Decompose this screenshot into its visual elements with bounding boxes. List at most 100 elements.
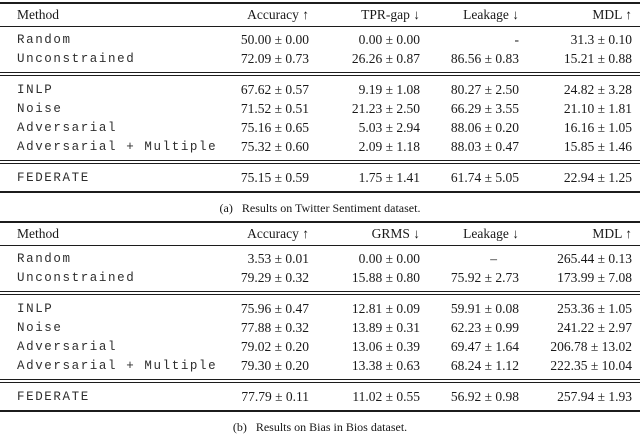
method-cell: INLP bbox=[17, 82, 54, 97]
method-cell: Noise bbox=[17, 320, 63, 335]
method-cell: Unconstrained bbox=[17, 51, 136, 66]
value-cell: 75.15 ± 0.59 bbox=[240, 169, 309, 185]
table-row: Unconstrained 79.29 ± 0.32 15.88 ± 0.80 75.… bbox=[0, 268, 640, 287]
value-cell: 22.94 ± 1.25 bbox=[563, 169, 632, 185]
table-row: Adversarial 75.16 ± 0.65 5.03 ± 2.94 88.06 … bbox=[0, 118, 640, 137]
value-cell: 0.00 ± 0.00 bbox=[358, 250, 420, 266]
value-cell: - bbox=[514, 31, 520, 47]
paper-results-page: Method Accuracy ↑ TPR-gap ↓ Leakage ↓ MDL ↑ … bbox=[0, 2, 640, 434]
table-row: Random 3.53 ± 0.01 0.00 ± 0.00 – 265.44 ± 0.… bbox=[0, 249, 640, 268]
value-cell: 72.09 ± 0.73 bbox=[240, 50, 309, 66]
method-cell: Unconstrained bbox=[17, 270, 136, 285]
value-cell: 50.00 ± 0.00 bbox=[240, 31, 309, 47]
table-row: INLP 67.62 ± 0.57 9.19 ± 1.08 80.27 ± 2.50 2… bbox=[0, 80, 640, 99]
value-cell: 15.88 ± 0.80 bbox=[351, 269, 420, 285]
value-cell: 88.03 ± 0.47 bbox=[450, 138, 519, 154]
value-cell: 31.3 ± 0.10 bbox=[570, 31, 632, 47]
table-body: Random 3.53 ± 0.01 0.00 ± 0.00 – 265.44 ± 0.… bbox=[0, 246, 640, 410]
method-cell: INLP bbox=[17, 301, 54, 316]
value-cell: 77.79 ± 0.11 bbox=[241, 388, 309, 404]
table-section: Random 3.53 ± 0.01 0.00 ± 0.00 – 265.44 ± 0.… bbox=[0, 246, 640, 291]
value-cell: 265.44 ± 0.13 bbox=[557, 250, 632, 266]
value-cell: 26.26 ± 0.87 bbox=[351, 50, 420, 66]
caption-text: Results on Twitter Sentiment dataset. bbox=[241, 201, 421, 215]
section-divider-double-rule bbox=[0, 379, 640, 383]
table-row: Adversarial + Multiple 75.32 ± 0.60 2.09 ±… bbox=[0, 137, 640, 156]
value-cell: 79.29 ± 0.32 bbox=[240, 269, 309, 285]
table-section: INLP 75.96 ± 0.47 12.81 ± 0.09 59.91 ± 0.08… bbox=[0, 295, 640, 379]
table-row: FEDERATE 77.79 ± 0.11 11.02 ± 0.55 56.92 ± … bbox=[0, 387, 640, 406]
value-cell: 67.62 ± 0.57 bbox=[240, 81, 309, 97]
table-bottom-rule bbox=[0, 191, 640, 193]
value-cell: 79.02 ± 0.20 bbox=[240, 338, 309, 354]
caption-label: (b) bbox=[232, 420, 247, 434]
value-cell: 79.30 ± 0.20 bbox=[240, 357, 309, 373]
value-cell: 75.92 ± 2.73 bbox=[450, 269, 519, 285]
table-body: Random 50.00 ± 0.00 0.00 ± 0.00 - 31.3 ± 0.1… bbox=[0, 27, 640, 191]
column-header-method: Method bbox=[17, 226, 59, 241]
table-top-rule bbox=[0, 221, 640, 223]
table-row: Noise 77.88 ± 0.32 13.89 ± 0.31 62.23 ± 0.9… bbox=[0, 318, 640, 337]
method-cell: Adversarial + Multiple bbox=[17, 358, 218, 373]
table-section: FEDERATE 77.79 ± 0.11 11.02 ± 0.55 56.92 ± … bbox=[0, 383, 640, 410]
method-cell: Random bbox=[17, 251, 72, 266]
column-header-method: Method bbox=[17, 7, 59, 22]
value-cell: 66.29 ± 3.55 bbox=[450, 100, 519, 116]
caption-text: Results on Bias in Bios dataset. bbox=[255, 420, 408, 434]
value-cell: 241.22 ± 2.97 bbox=[557, 319, 632, 335]
value-cell: 253.36 ± 1.05 bbox=[557, 300, 632, 316]
method-cell: Adversarial bbox=[17, 120, 118, 135]
table-top-rule bbox=[0, 2, 640, 4]
section-divider-double-rule bbox=[0, 160, 640, 164]
method-cell: Adversarial bbox=[17, 339, 118, 354]
value-cell: 61.74 ± 5.05 bbox=[450, 169, 519, 185]
method-cell: FEDERATE bbox=[17, 170, 90, 185]
value-cell: 24.82 ± 3.28 bbox=[563, 81, 632, 97]
column-header: MDL ↑ bbox=[592, 226, 632, 241]
value-cell: 75.32 ± 0.60 bbox=[240, 138, 309, 154]
table-header-row: Method Accuracy ↑ TPR-gap ↓ Leakage ↓ MDL ↑ bbox=[0, 4, 640, 26]
caption-label: (a) bbox=[219, 201, 233, 215]
header-separator-rule bbox=[0, 245, 640, 246]
value-cell: 257.94 ± 1.93 bbox=[557, 388, 632, 404]
value-cell: 13.89 ± 0.31 bbox=[351, 319, 420, 335]
value-cell: 9.19 ± 1.08 bbox=[358, 81, 420, 97]
table-row: FEDERATE 75.15 ± 0.59 1.75 ± 1.41 61.74 ± 5… bbox=[0, 168, 640, 187]
value-cell: 56.92 ± 0.98 bbox=[450, 388, 519, 404]
column-header: Leakage ↓ bbox=[463, 226, 519, 241]
column-header: GRMS ↓ bbox=[371, 226, 420, 241]
value-cell: 1.75 ± 1.41 bbox=[358, 169, 420, 185]
value-cell: 222.35 ± 10.04 bbox=[550, 357, 632, 373]
table-section: Random 50.00 ± 0.00 0.00 ± 0.00 - 31.3 ± 0.1… bbox=[0, 27, 640, 72]
value-cell: 5.03 ± 2.94 bbox=[358, 119, 420, 135]
method-cell: FEDERATE bbox=[17, 389, 90, 404]
value-cell: 11.02 ± 0.55 bbox=[352, 388, 420, 404]
value-cell: 75.96 ± 0.47 bbox=[240, 300, 309, 316]
value-cell: – bbox=[490, 250, 497, 266]
results-table-a: Method Accuracy ↑ TPR-gap ↓ Leakage ↓ MDL ↑ … bbox=[0, 2, 640, 215]
table-row: Adversarial + Multiple 79.30 ± 0.20 13.38 … bbox=[0, 356, 640, 375]
value-cell: 88.06 ± 0.20 bbox=[450, 119, 519, 135]
column-header: MDL ↑ bbox=[592, 7, 632, 22]
section-divider-double-rule bbox=[0, 72, 640, 76]
value-cell: 3.53 ± 0.01 bbox=[247, 250, 309, 266]
table-caption: (b) Results on Bias in Bios dataset. bbox=[0, 420, 640, 434]
value-cell: 59.91 ± 0.08 bbox=[450, 300, 519, 316]
value-cell: 12.81 ± 0.09 bbox=[351, 300, 420, 316]
value-cell: 0.00 ± 0.00 bbox=[358, 31, 420, 47]
column-header: TPR-gap ↓ bbox=[361, 7, 420, 22]
column-header: Accuracy ↑ bbox=[247, 226, 309, 241]
column-header: Accuracy ↑ bbox=[247, 7, 309, 22]
value-cell: 21.23 ± 2.50 bbox=[351, 100, 420, 116]
value-cell: 80.27 ± 2.50 bbox=[450, 81, 519, 97]
table-row: Random 50.00 ± 0.00 0.00 ± 0.00 - 31.3 ± 0.1… bbox=[0, 30, 640, 49]
value-cell: 71.52 ± 0.51 bbox=[240, 100, 309, 116]
table-section: INLP 67.62 ± 0.57 9.19 ± 1.08 80.27 ± 2.50 2… bbox=[0, 76, 640, 160]
column-header: Leakage ↓ bbox=[463, 7, 519, 22]
value-cell: 15.21 ± 0.88 bbox=[563, 50, 632, 66]
value-cell: 86.56 ± 0.83 bbox=[450, 50, 519, 66]
header-separator-rule bbox=[0, 26, 640, 27]
results-table-b: Method Accuracy ↑ GRMS ↓ Leakage ↓ MDL ↑ Ran… bbox=[0, 221, 640, 434]
value-cell: 13.06 ± 0.39 bbox=[351, 338, 420, 354]
method-cell: Adversarial + Multiple bbox=[17, 139, 218, 154]
